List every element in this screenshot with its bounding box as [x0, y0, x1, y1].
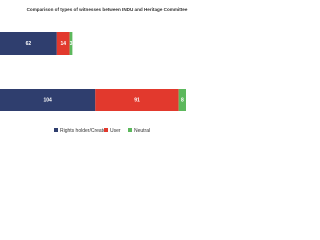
- bar-segment: [0, 32, 57, 55]
- bar-segment: [178, 89, 186, 111]
- legend-swatch: [104, 128, 108, 132]
- legend-label: User: [110, 128, 121, 134]
- chart-title: Comparison of types of witnesses between…: [27, 7, 188, 12]
- bar-segment: [69, 32, 73, 55]
- bar-segment: [0, 89, 96, 111]
- value-label: 8: [181, 97, 184, 103]
- value-label: 3: [70, 41, 73, 47]
- value-label: 14: [60, 41, 66, 47]
- value-label: 62: [26, 41, 32, 47]
- value-label: 104: [43, 97, 52, 103]
- legend-label: Neutral: [134, 128, 150, 134]
- bar-segment: [56, 32, 70, 55]
- legend-swatch: [128, 128, 132, 132]
- value-label: 91: [134, 97, 140, 103]
- chart: Comparison of types of witnesses between…: [0, 7, 188, 134]
- legend-swatch: [54, 128, 58, 132]
- legend-label: Rights holder/Creator: [60, 128, 108, 134]
- bar-segment: [95, 89, 179, 111]
